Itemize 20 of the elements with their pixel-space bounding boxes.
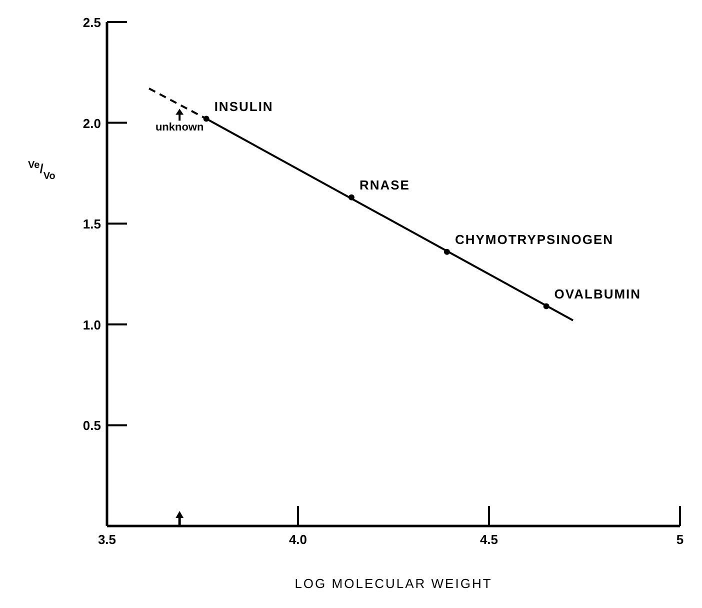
y-tick-label: 1.5 <box>82 216 101 232</box>
x-tick-label: 4.5 <box>480 532 498 547</box>
annotation: unknown <box>155 122 204 134</box>
point <box>203 116 210 122</box>
y-axis-title: $^{Ve}$/$_{Vo}$ <box>28 160 56 182</box>
annotation: INSULIN <box>214 98 274 114</box>
point <box>444 248 450 255</box>
y-tick-label: 0.5 <box>82 418 101 434</box>
annotation: CHYMOTRYPSINOGEN <box>454 232 614 247</box>
point <box>348 194 354 200</box>
annotation: RNASE <box>359 177 410 192</box>
point <box>543 303 550 310</box>
y-tick-label: 1.0 <box>82 317 101 332</box>
x-tick-label: 3.5 <box>98 532 116 547</box>
y-tick-label: 2.0 <box>82 116 101 131</box>
y-tick-label: 2.5 <box>82 15 101 30</box>
x-axis-title: LOG MOLECULAR WEIGHT <box>294 576 492 591</box>
annotation: OVALBUMIN <box>554 286 642 302</box>
x-tick-label: 4.0 <box>288 532 308 547</box>
x-tick-label: 5 <box>676 532 684 547</box>
